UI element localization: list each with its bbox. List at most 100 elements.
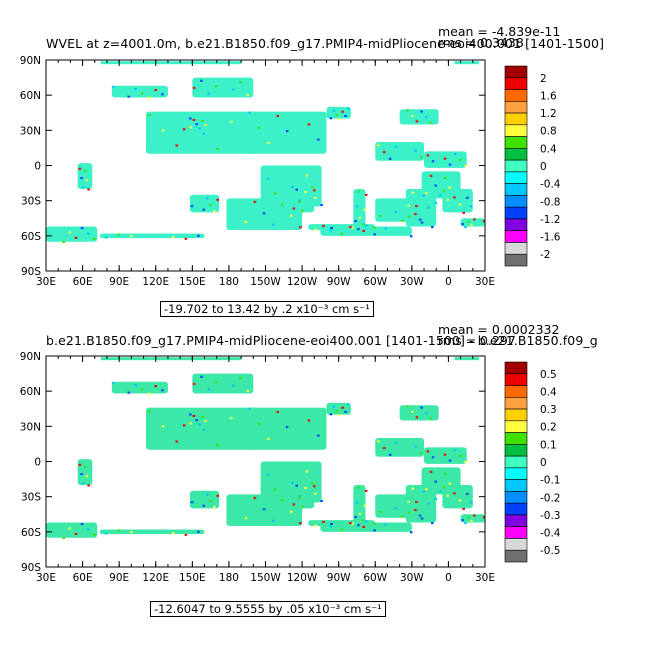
field-speck bbox=[111, 85, 115, 88]
field-speck bbox=[410, 235, 413, 238]
x-tick-label: 120E bbox=[142, 572, 169, 584]
field-speck bbox=[426, 154, 430, 157]
field-speck bbox=[332, 405, 336, 408]
field-speck bbox=[117, 233, 120, 236]
colorbar-label: -0.8 bbox=[540, 196, 561, 208]
field-speck bbox=[68, 231, 72, 234]
field-speck bbox=[394, 211, 397, 214]
colorbar-label: -0.1 bbox=[540, 475, 561, 487]
x-tick-label: 60W bbox=[363, 276, 387, 288]
field-speck bbox=[373, 529, 376, 532]
colorbar-label: 1.2 bbox=[540, 108, 557, 120]
field-speck bbox=[335, 114, 338, 117]
field-speck bbox=[448, 459, 452, 462]
field-speck bbox=[464, 226, 467, 229]
field-speck bbox=[147, 96, 151, 99]
field-speck bbox=[410, 531, 413, 534]
field-speck bbox=[202, 504, 205, 507]
field-speck bbox=[271, 519, 275, 522]
x-tick-label: 180 bbox=[219, 276, 239, 288]
field-speck bbox=[365, 520, 368, 523]
y-tick-label: 60N bbox=[20, 386, 41, 398]
field-speck bbox=[341, 406, 344, 409]
field-speck bbox=[461, 519, 464, 522]
field-speck bbox=[467, 220, 470, 223]
field-speck bbox=[195, 419, 199, 422]
field-speck bbox=[205, 493, 209, 496]
field-speck bbox=[80, 473, 83, 476]
x-tick-label: 30E bbox=[475, 276, 495, 288]
field-speck bbox=[410, 114, 414, 117]
field-patch bbox=[189, 490, 220, 509]
field-speck bbox=[340, 528, 343, 531]
field-speck bbox=[414, 509, 417, 512]
field-speck bbox=[214, 381, 218, 384]
field-speck bbox=[80, 227, 84, 230]
field-speck bbox=[87, 188, 90, 191]
field-speck bbox=[329, 117, 333, 120]
field-speck bbox=[414, 445, 417, 448]
field-speck bbox=[394, 145, 398, 148]
field-speck bbox=[291, 482, 294, 485]
field-speck bbox=[192, 86, 196, 89]
field-speck bbox=[207, 388, 211, 391]
field-speck bbox=[134, 88, 137, 91]
field-layer bbox=[46, 61, 485, 244]
field-speck bbox=[362, 526, 365, 529]
field-speck bbox=[415, 205, 418, 208]
field-speck bbox=[182, 128, 186, 131]
field-speck bbox=[448, 186, 452, 189]
field-speck bbox=[313, 189, 316, 192]
field-speck bbox=[365, 224, 368, 227]
field-speck bbox=[299, 522, 302, 525]
field-speck bbox=[198, 127, 201, 130]
colorbar-label: -2 bbox=[540, 249, 550, 261]
colorbar-box bbox=[504, 491, 528, 504]
field-speck bbox=[248, 111, 251, 114]
field-speck bbox=[189, 413, 192, 416]
field-speck bbox=[384, 227, 387, 230]
field-speck bbox=[161, 93, 164, 96]
field-speck bbox=[446, 494, 450, 497]
field-speck bbox=[434, 202, 438, 205]
field-speck bbox=[373, 233, 376, 236]
field-speck bbox=[62, 241, 65, 244]
colorbar-label: 0.8 bbox=[540, 126, 557, 138]
field-speck bbox=[411, 191, 415, 194]
field-speck bbox=[420, 110, 423, 113]
field-patch bbox=[320, 226, 412, 236]
field-speck bbox=[154, 89, 157, 92]
field-speck bbox=[161, 129, 165, 132]
field-speck bbox=[276, 410, 280, 413]
y-tick-label: 0 bbox=[34, 161, 41, 173]
field-patch bbox=[100, 357, 242, 361]
field-speck bbox=[239, 377, 242, 380]
field-patch bbox=[460, 218, 485, 227]
field-speck bbox=[74, 532, 78, 535]
x-tick-label: 30E bbox=[475, 572, 495, 584]
field-speck bbox=[362, 230, 365, 233]
field-speck bbox=[431, 226, 434, 229]
field-speck bbox=[335, 410, 338, 413]
field-speck bbox=[434, 480, 437, 483]
rms-label: rms = 0.297 bbox=[438, 333, 516, 348]
field-speck bbox=[394, 441, 398, 444]
field-speck bbox=[357, 524, 360, 527]
field-speck bbox=[289, 510, 293, 513]
field-speck bbox=[311, 482, 314, 485]
field-speck bbox=[198, 423, 201, 426]
field-speck bbox=[85, 179, 89, 182]
field-speck bbox=[130, 235, 133, 238]
field-speck bbox=[357, 228, 360, 231]
field-speck bbox=[192, 118, 196, 121]
field-speck bbox=[134, 384, 137, 387]
y-tick-label: 60S bbox=[21, 527, 41, 539]
field-speck bbox=[429, 417, 433, 420]
field-speck bbox=[427, 206, 430, 209]
field-patch bbox=[99, 529, 205, 535]
field-speck bbox=[154, 385, 157, 388]
top-panel: WVEL at z=4001.0m, b.e21.B1850.f09_g17.P… bbox=[0, 0, 647, 317]
colorbar-box bbox=[504, 538, 528, 551]
field-speck bbox=[411, 487, 415, 490]
colorbar-box bbox=[504, 514, 528, 528]
